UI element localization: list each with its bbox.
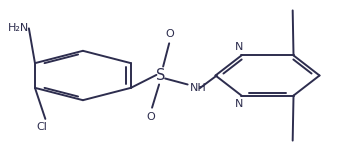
Text: H₂N: H₂N (8, 23, 29, 33)
Text: S: S (156, 68, 166, 83)
Text: O: O (147, 112, 155, 122)
Text: O: O (166, 29, 175, 39)
Text: Cl: Cl (36, 122, 47, 132)
Text: N: N (235, 42, 243, 52)
Text: N: N (235, 99, 243, 109)
Text: NH: NH (190, 83, 207, 93)
